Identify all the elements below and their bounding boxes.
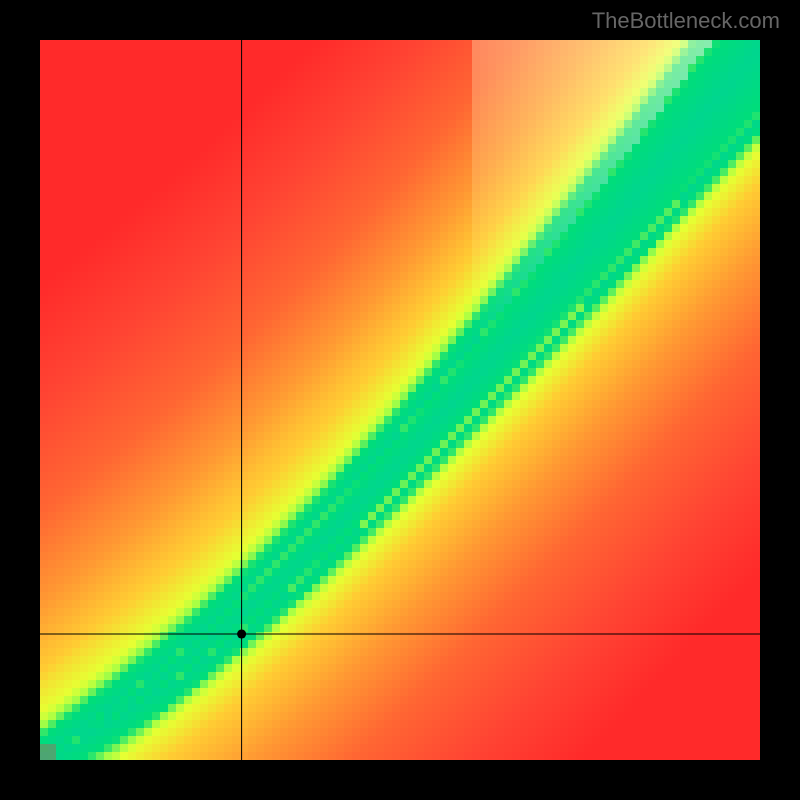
heatmap-canvas — [40, 40, 760, 760]
heatmap-plot — [40, 40, 760, 760]
watermark-text: TheBottleneck.com — [592, 8, 780, 34]
